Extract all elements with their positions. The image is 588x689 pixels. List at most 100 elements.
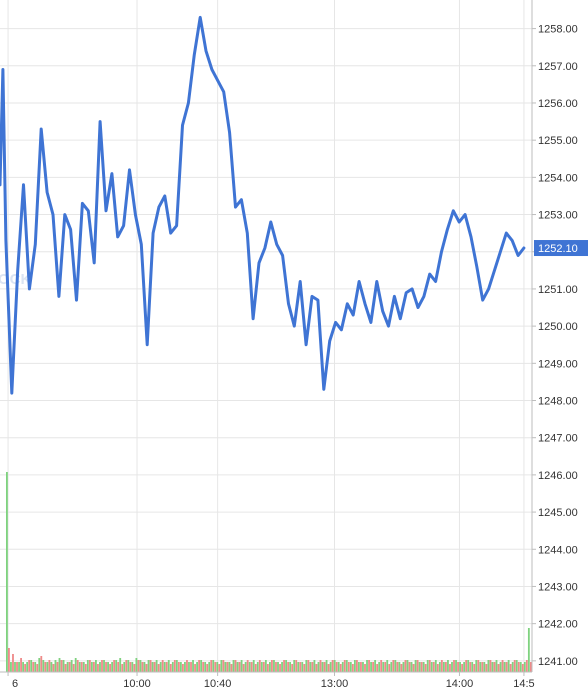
volume-bar-up <box>95 660 97 672</box>
volume-bar-down <box>97 664 99 672</box>
volume-bar-down <box>262 662 265 672</box>
volume-bar-down <box>355 660 358 672</box>
volume-bar-down <box>101 660 103 672</box>
volume-bar-down <box>368 660 370 672</box>
volume-bar-down <box>12 654 14 672</box>
volume-bar-down <box>182 664 184 672</box>
volume-bar-down <box>165 662 168 672</box>
volume-bar-up <box>515 660 518 672</box>
volume-bar-down <box>254 664 257 672</box>
volume-bar-up <box>208 662 211 672</box>
volume-bar-down <box>339 664 342 672</box>
volume-bar-down <box>319 660 322 672</box>
volume-bar-down <box>271 660 273 672</box>
volume-bar-down <box>331 660 334 672</box>
y-tick-label: 1256.00 <box>538 98 578 110</box>
volume-bar-up <box>349 662 352 672</box>
volume-bar-up <box>382 662 385 672</box>
volume-bar-up <box>184 662 186 672</box>
last-price-label: 1252.10 <box>538 243 578 255</box>
price-line <box>0 15 526 395</box>
volume-bar-down <box>246 660 249 672</box>
volume-bar-down <box>335 662 338 672</box>
volume-bar-up <box>305 660 308 672</box>
volume-bar-down <box>420 662 423 672</box>
volume-bar-down <box>376 664 379 672</box>
grid <box>0 0 532 672</box>
volume-bar-up <box>66 662 69 672</box>
volume-bar-up <box>491 662 494 672</box>
volume-bar-up <box>325 660 328 672</box>
volume-bar-up <box>54 660 57 672</box>
volume-bar-up <box>58 658 61 672</box>
volume-bar-down <box>105 662 107 672</box>
volume-bar-down <box>92 662 95 672</box>
volume-bar-up <box>115 660 118 672</box>
volume-bar-down <box>404 660 407 672</box>
volume-bar-up <box>155 660 158 672</box>
y-tick-label: 1255.00 <box>538 135 578 147</box>
volume-bar-down <box>109 664 111 672</box>
volume-bar-up <box>127 660 130 672</box>
volume-bar-up <box>394 660 397 672</box>
volume-bar-up <box>26 662 29 672</box>
volume-bar-down <box>529 662 532 672</box>
y-tick-label: 1253.00 <box>538 210 578 222</box>
volume-bar-up <box>329 662 332 672</box>
volume-bar-up <box>447 660 449 672</box>
volume-bar-up <box>277 662 279 672</box>
volume-bar-down <box>145 664 148 672</box>
volume-bar-down <box>125 660 128 672</box>
volume-bar-down <box>64 664 67 672</box>
volume-bar-up <box>252 660 255 672</box>
volume-bar-down <box>161 660 164 672</box>
volume-bar-up <box>519 662 522 672</box>
volume-bar-down <box>113 660 116 672</box>
volume-bar-down <box>76 660 79 672</box>
volume-bar-up <box>297 662 300 672</box>
volume-bar-down <box>169 664 172 672</box>
volume-bar-up <box>487 660 490 672</box>
x-tick-label: 6 <box>12 678 18 689</box>
volume-bar-down <box>380 660 383 672</box>
volume-bar-up <box>90 662 93 672</box>
volume-bar-down <box>149 660 152 672</box>
volume-bar-down <box>461 664 464 672</box>
volume-bar-up <box>163 662 166 672</box>
volume-bar-down <box>242 664 245 672</box>
volume-bar-down <box>186 660 188 672</box>
volume-bar-up <box>511 662 514 672</box>
volume-bar-up <box>10 662 12 672</box>
volume-bar-up <box>362 662 364 672</box>
volume-bar-up <box>147 660 150 672</box>
volume-bar-up <box>402 662 405 672</box>
price-series <box>0 15 526 395</box>
volume-bar-down <box>457 662 459 672</box>
volume-bar-up <box>313 660 316 672</box>
volume-bar-up <box>232 660 235 672</box>
volume-bar-up <box>358 662 360 672</box>
volume-bar-down <box>218 664 221 672</box>
volume-bar-up <box>224 662 227 672</box>
volume-bar-down <box>453 660 455 672</box>
volume-bar-down <box>266 664 269 672</box>
volume-bar-down <box>52 664 55 672</box>
volume-bar-up <box>467 660 470 672</box>
y-tick-label: 1250.00 <box>538 321 578 333</box>
volume-bar-down <box>194 664 196 672</box>
volume-bar-up <box>188 662 190 672</box>
y-tick-label: 1242.00 <box>538 619 578 631</box>
volume-bar-up <box>309 662 312 672</box>
volume-bar-down <box>311 662 314 672</box>
volume-bar-up <box>333 660 336 672</box>
volume-bar-down <box>299 662 302 672</box>
volume-bar-down <box>16 662 18 672</box>
volume-bar-up <box>119 658 122 672</box>
volume-bar-up <box>18 662 20 672</box>
volume-bar-up <box>192 660 194 672</box>
volume-bar-up <box>264 660 267 672</box>
volume-bar-down <box>408 662 411 672</box>
volume-bar-down <box>238 662 241 672</box>
volume-bar-down <box>517 662 520 672</box>
volume-bar-down <box>473 664 476 672</box>
